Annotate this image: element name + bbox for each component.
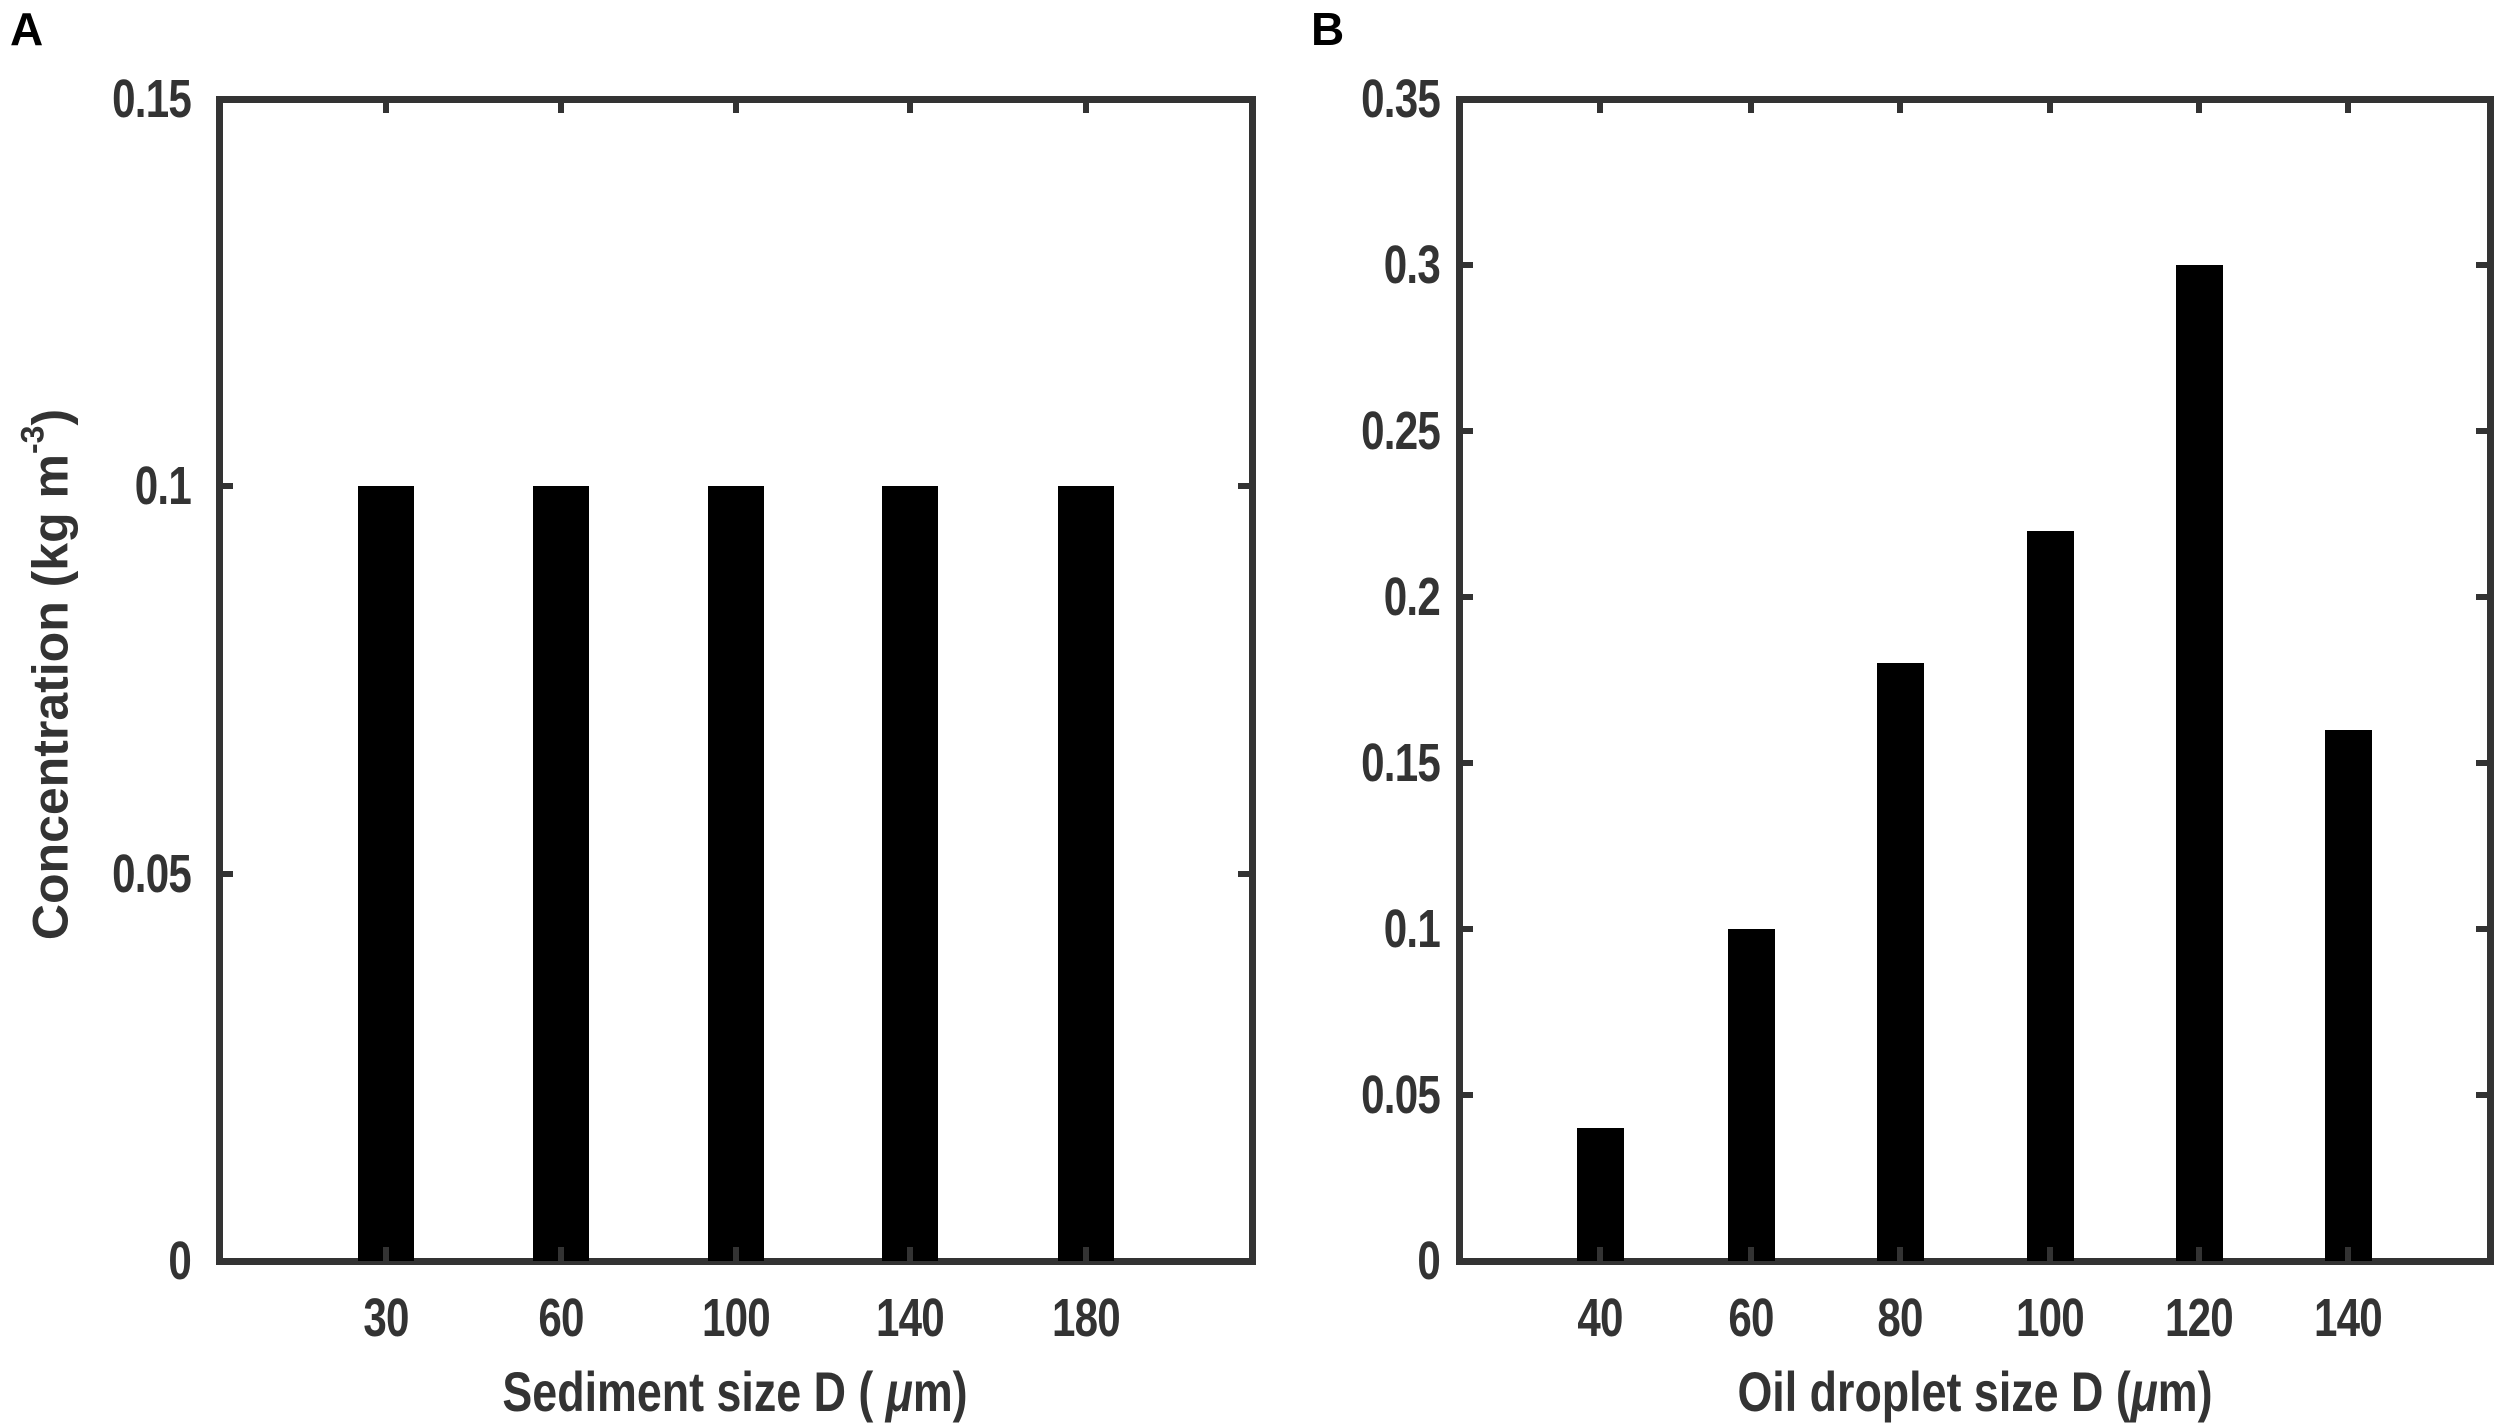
axis-tick [2047, 99, 2053, 113]
panel-b-plot-area [1456, 96, 2494, 1265]
axis-tick [907, 1247, 913, 1261]
axis-tick [1238, 483, 1252, 490]
axis-tick [1597, 99, 1603, 113]
x-axis-title-unit: m) [2157, 1360, 2213, 1423]
axis-tick [2476, 1092, 2490, 1098]
axis-tick [1748, 99, 1754, 113]
x-tick-label: 140 [876, 1288, 945, 1348]
axis-tick [383, 99, 389, 113]
bar [1876, 663, 1924, 1261]
axis-tick [2345, 99, 2351, 113]
axis-tick [1459, 428, 1473, 434]
mu-symbol: μ [2130, 1360, 2158, 1423]
bar [1727, 929, 1775, 1261]
axis-tick [733, 1247, 739, 1261]
axis-tick [2476, 428, 2490, 434]
panel-a-y-axis-title: Concentration (kg m-3) [14, 325, 79, 1025]
axis-tick [219, 483, 233, 490]
bar [2175, 265, 2223, 1261]
y-axis-title-exponent: -3 [14, 425, 51, 454]
y-tick-label: 0.2 [1383, 567, 1441, 627]
axis-tick [2047, 1247, 2053, 1261]
bar [533, 486, 589, 1261]
y-tick-label: 0.1 [134, 456, 192, 517]
x-axis-title-unit: m) [912, 1360, 968, 1423]
axis-tick [1459, 760, 1473, 766]
y-tick-label: 0.15 [112, 69, 192, 129]
bar [882, 486, 938, 1261]
bar [708, 486, 764, 1261]
axis-tick [1897, 1247, 1903, 1261]
axis-tick [1459, 926, 1473, 932]
y-tick-label: 0.05 [112, 843, 192, 904]
y-tick-label: 0.15 [1361, 733, 1441, 793]
axis-tick [2345, 1247, 2351, 1261]
axis-tick [1238, 870, 1252, 877]
axis-tick [1083, 99, 1089, 113]
axis-tick [1748, 1247, 1754, 1261]
panel-b-label: B [1311, 3, 1345, 55]
axis-tick [2476, 926, 2490, 932]
y-tick-label: 0.1 [1383, 899, 1441, 959]
bar [1058, 486, 1114, 1261]
x-tick-label: 40 [1577, 1288, 1623, 1348]
bar [2324, 729, 2372, 1261]
x-tick-label: 100 [702, 1288, 771, 1348]
x-axis-title-text: Oil droplet size D ( [1737, 1360, 2131, 1423]
panel-a-label: A [10, 3, 44, 55]
y-axis-title-close: ) [22, 408, 79, 426]
panel-b-x-axis-title: Oil droplet size D (μm) [1615, 1364, 2335, 1420]
x-tick-label: 100 [2016, 1288, 2085, 1348]
y-tick-label: 0.05 [1361, 1065, 1441, 1125]
axis-tick [1083, 1247, 1089, 1261]
mu-symbol: μ [885, 1360, 913, 1423]
bar [1576, 1128, 1624, 1261]
axis-tick [1459, 262, 1473, 268]
x-tick-label: 30 [363, 1288, 409, 1348]
axis-tick [2476, 594, 2490, 600]
axis-tick [558, 99, 564, 113]
y-tick-label: 0.35 [1361, 69, 1441, 129]
axis-tick [1459, 594, 1473, 600]
bar [358, 486, 414, 1261]
y-tick-label: 0.25 [1361, 401, 1441, 461]
axis-tick [2476, 262, 2490, 268]
x-tick-label: 60 [538, 1288, 584, 1348]
axis-tick [558, 1247, 564, 1261]
x-axis-title-text: Sediment size D ( [502, 1360, 886, 1423]
panel-a-x-axis-title: Sediment size D ( μm) [375, 1364, 1095, 1420]
x-tick-label: 60 [1728, 1288, 1774, 1348]
axis-tick [2196, 1247, 2202, 1261]
x-tick-label: 140 [2314, 1288, 2383, 1348]
y-tick-label: 0.3 [1383, 235, 1441, 295]
axis-tick [383, 1247, 389, 1261]
axis-tick [1459, 1092, 1473, 1098]
bar [2026, 530, 2074, 1261]
axis-tick [219, 870, 233, 877]
axis-tick [1897, 99, 1903, 113]
axis-tick [733, 99, 739, 113]
y-axis-title-text: Concentration (kg m [22, 453, 79, 941]
y-tick-label: 0 [1417, 1231, 1440, 1291]
x-tick-label: 180 [1052, 1288, 1121, 1348]
y-tick-label: 0 [168, 1231, 191, 1291]
x-tick-label: 120 [2165, 1288, 2234, 1348]
axis-tick [2476, 760, 2490, 766]
axis-tick [2196, 99, 2202, 113]
axis-tick [1597, 1247, 1603, 1261]
axis-tick [907, 99, 913, 113]
x-tick-label: 80 [1877, 1288, 1923, 1348]
